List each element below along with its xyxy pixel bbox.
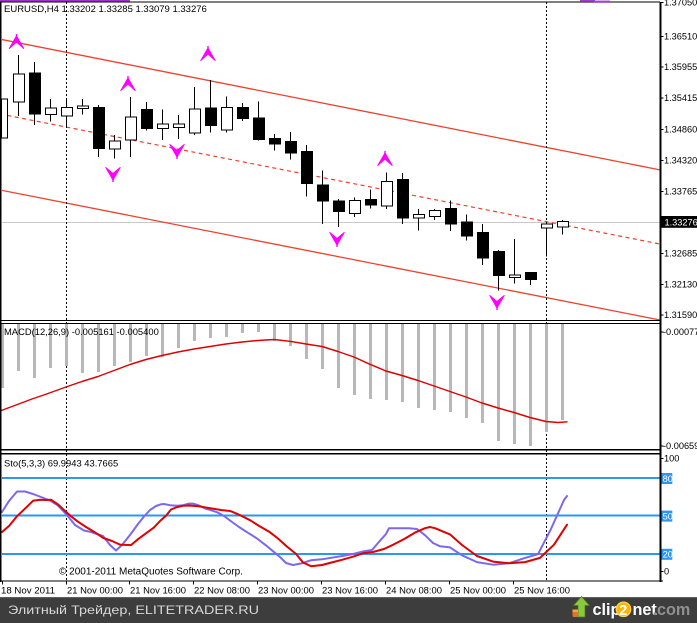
svg-text:25 Nov 00:00: 25 Nov 00:00 — [450, 586, 506, 596]
svg-text:23 Nov 00:00: 23 Nov 00:00 — [258, 586, 314, 596]
svg-text:1.31590: 1.31590 — [664, 310, 697, 320]
svg-text:23 Nov 16:00: 23 Nov 16:00 — [322, 586, 378, 596]
svg-text:-0.00659: -0.00659 — [663, 441, 697, 451]
svg-text:.com: .com — [653, 601, 691, 619]
svg-text:1.34860: 1.34860 — [664, 125, 697, 135]
svg-text:1.37050: 1.37050 — [664, 0, 697, 8]
svg-text:100: 100 — [664, 454, 679, 464]
svg-text:25 Nov 16:00: 25 Nov 16:00 — [514, 586, 570, 596]
svg-text:22 Nov 08:00: 22 Nov 08:00 — [194, 586, 250, 596]
svg-text:50: 50 — [663, 511, 673, 521]
svg-text:18 Nov 2011: 18 Nov 2011 — [1, 586, 55, 596]
svg-text:21 Nov 00:00: 21 Nov 00:00 — [67, 586, 123, 596]
svg-text:1.32130: 1.32130 — [664, 280, 697, 290]
svg-text:1.34320: 1.34320 — [664, 156, 697, 166]
svg-text:net: net — [633, 601, 658, 619]
svg-text:1.32685: 1.32685 — [664, 249, 697, 259]
svg-text:24 Nov 08:00: 24 Nov 08:00 — [386, 586, 442, 596]
svg-text:-0.00077: -0.00077 — [663, 327, 697, 337]
svg-text:1.35415: 1.35415 — [664, 93, 697, 103]
svg-text:2: 2 — [619, 603, 627, 619]
svg-text:© 2001-2011 MetaQuotes Softwar: © 2001-2011 MetaQuotes Software Corp. — [59, 567, 243, 578]
svg-text:1.33276: 1.33276 — [665, 217, 697, 227]
svg-text:clip: clip — [593, 601, 621, 619]
svg-text:Элитный Трейдер, ELITETRADER.R: Элитный Трейдер, ELITETRADER.RU — [8, 603, 259, 617]
svg-text:MACD(12,26,9) -0.005161 -0.005: MACD(12,26,9) -0.005161 -0.005400 — [4, 326, 159, 337]
svg-text:EURUSD,H4 1.33202 1.33285 1.3: EURUSD,H4 1.33202 1.33285 1.33079 1.3327… — [4, 4, 207, 15]
svg-text:Sto(5,3,3) 69.9943 43.7665: Sto(5,3,3) 69.9943 43.7665 — [4, 458, 118, 469]
svg-text:1.33765: 1.33765 — [664, 187, 697, 197]
svg-text:20: 20 — [663, 550, 673, 560]
svg-text:1.36510: 1.36510 — [664, 32, 697, 42]
svg-text:1.35955: 1.35955 — [664, 62, 697, 72]
svg-text:0: 0 — [664, 567, 669, 577]
svg-text:21 Nov 16:00: 21 Nov 16:00 — [130, 586, 186, 596]
svg-text:80: 80 — [663, 474, 673, 484]
